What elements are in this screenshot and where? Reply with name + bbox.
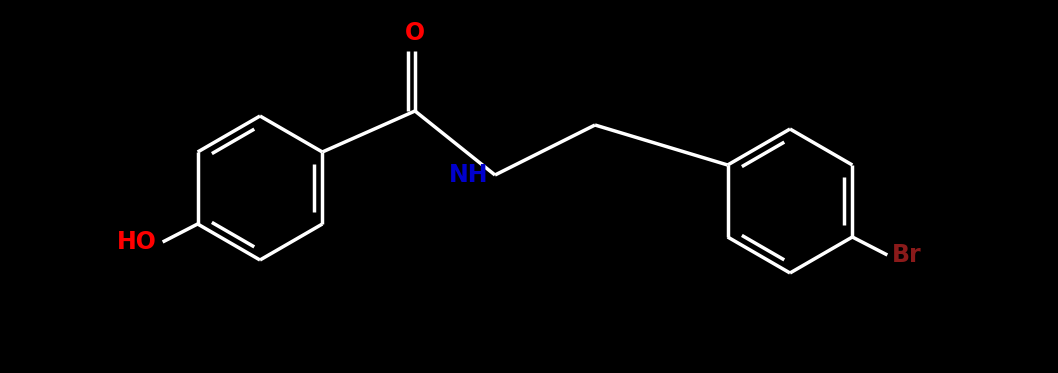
Text: NH: NH [449, 163, 488, 187]
Text: O: O [405, 21, 425, 45]
Text: Br: Br [892, 243, 922, 267]
Text: HO: HO [116, 230, 157, 254]
